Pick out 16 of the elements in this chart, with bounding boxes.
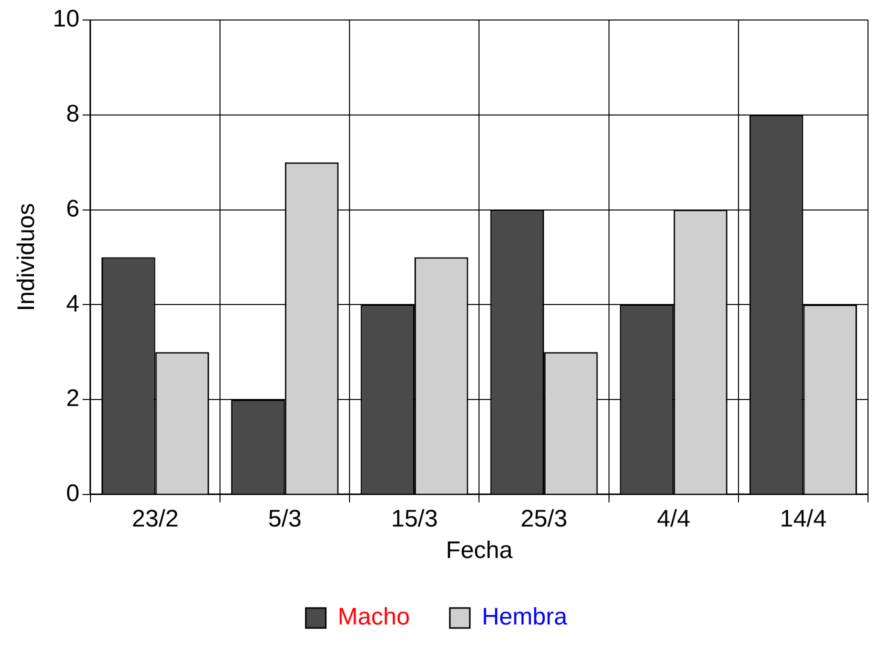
y-tick-label: 4 [66,290,80,318]
y-tick-label: 8 [66,100,80,128]
legend-label: Hembra [482,604,568,631]
y-tick-label: 10 [52,6,80,33]
x-tick-label: 5/3 [268,505,302,532]
x-tick-label: 25/3 [520,505,568,532]
x-tick-label: 4/4 [656,505,690,532]
y-tick-label: 0 [66,480,80,508]
x-tick-label: 15/3 [391,505,438,532]
y-tick-label: 2 [66,385,80,412]
x-axis-title: Fecha [446,537,514,564]
y-tick-label: 6 [66,195,80,222]
x-tick-label: 14/4 [780,505,827,532]
y-axis-title: Individuos [13,203,40,312]
legend-label: Macho [338,604,410,631]
x-tick-label: 23/2 [132,505,179,532]
